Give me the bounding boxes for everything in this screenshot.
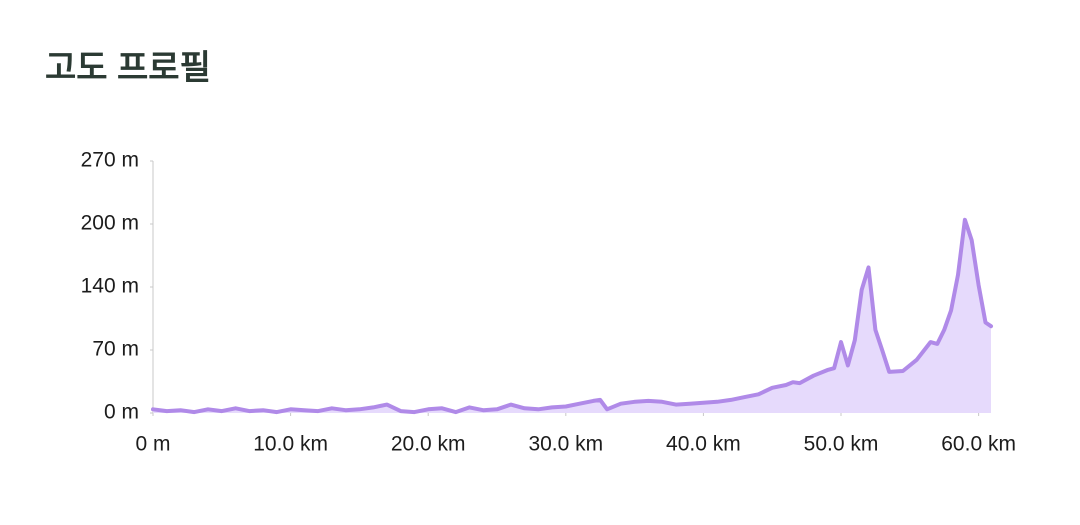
x-tick-label: 10.0 km bbox=[253, 433, 328, 456]
elevation-line bbox=[151, 217, 993, 415]
elevation-area bbox=[153, 219, 991, 413]
y-tick-label: 140 m bbox=[81, 275, 139, 298]
y-tick-label: 270 m bbox=[81, 149, 139, 172]
x-tick-label: 50.0 km bbox=[804, 433, 879, 456]
x-tick-label: 20.0 km bbox=[391, 433, 466, 456]
x-tick-label: 30.0 km bbox=[528, 433, 603, 456]
y-tick-label: 70 m bbox=[92, 338, 139, 361]
x-tick-label: 0 m bbox=[135, 433, 170, 456]
x-tick-label: 40.0 km bbox=[666, 433, 741, 456]
x-tick-label: 60.0 km bbox=[941, 433, 1016, 456]
y-tick-label: 200 m bbox=[81, 212, 139, 235]
chart-title: 고도 프로필 bbox=[45, 49, 211, 87]
y-tick-label: 0 m bbox=[104, 401, 139, 424]
